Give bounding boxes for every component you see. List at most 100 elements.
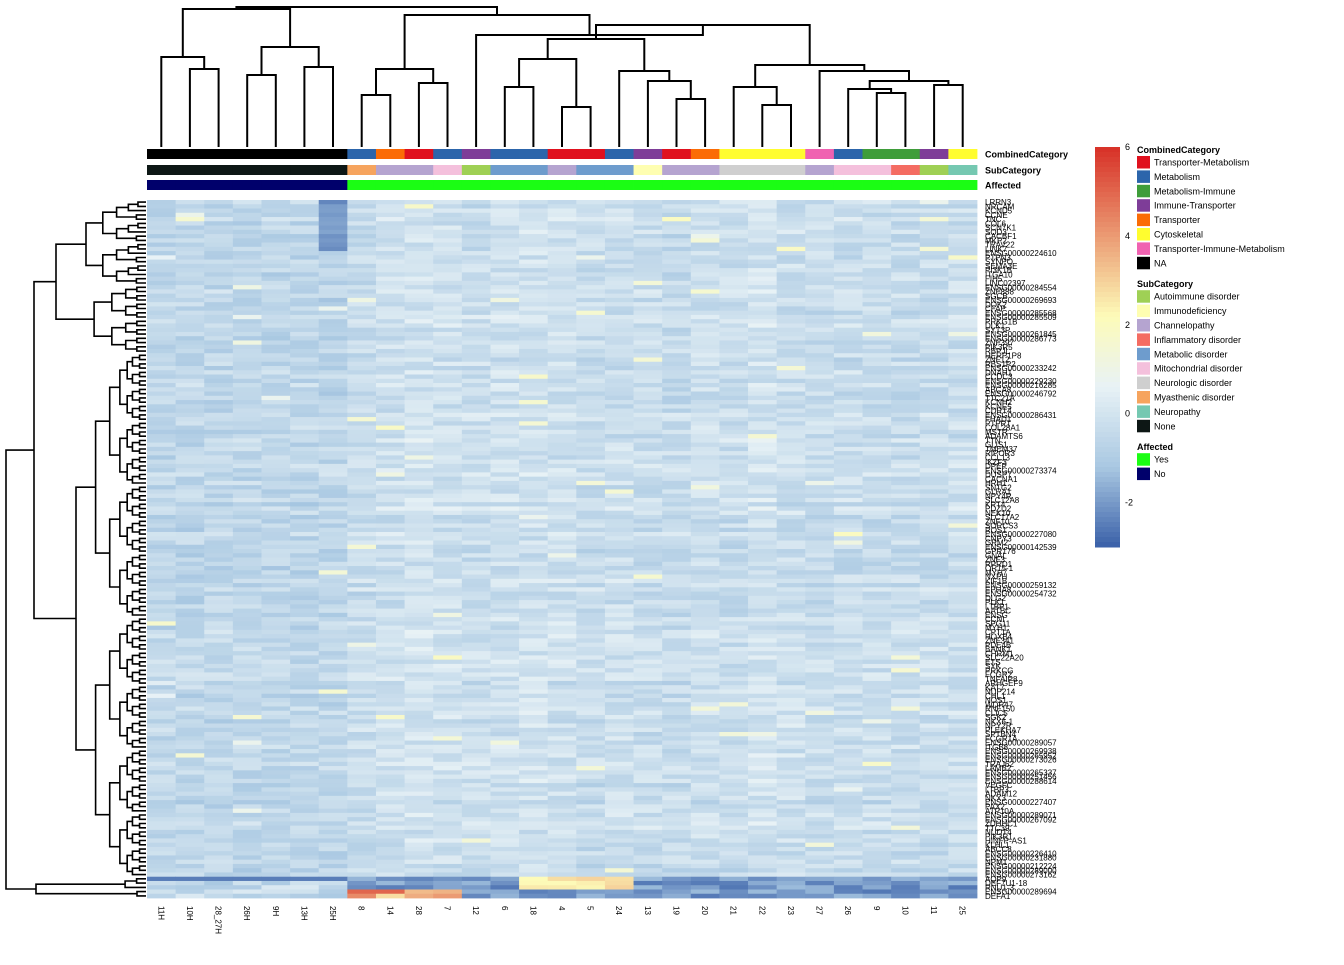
- heat-cell: [948, 859, 978, 865]
- heat-cell: [576, 595, 606, 601]
- heat-cell: [633, 383, 663, 388]
- heat-cell: [433, 561, 463, 567]
- heat-cell: [662, 297, 692, 303]
- heat-cell: [404, 280, 434, 286]
- heat-cell: [919, 774, 949, 780]
- heat-cell: [776, 208, 806, 214]
- heat-cell: [519, 480, 549, 486]
- dendrogram-branch: [136, 346, 146, 352]
- heat-cell: [805, 302, 835, 307]
- heat-cell: [375, 553, 405, 558]
- heat-cell: [290, 540, 320, 546]
- heat-cell: [690, 336, 720, 341]
- heat-cell: [919, 459, 949, 465]
- heat-cell: [232, 804, 262, 810]
- heat-cell: [232, 204, 262, 209]
- heat-cell: [490, 527, 520, 533]
- annotation-cell: [490, 149, 520, 159]
- heat-cell: [175, 761, 205, 767]
- heat-cell: [175, 331, 205, 337]
- heat-cell: [748, 480, 778, 486]
- heat-cell: [805, 663, 835, 669]
- heat-cell: [633, 736, 663, 741]
- heat-cell: [347, 327, 377, 333]
- heat-cell: [490, 634, 520, 639]
- heat-cell: [662, 574, 692, 580]
- heat-cell: [490, 757, 520, 763]
- heat-cell: [519, 676, 549, 682]
- heat-cell: [175, 553, 205, 558]
- heat-cell: [347, 451, 377, 456]
- heat-cell: [576, 331, 606, 337]
- heat-cell: [404, 391, 434, 397]
- heat-cell: [948, 306, 978, 312]
- heat-cell: [690, 400, 720, 405]
- heat-cell: [318, 408, 348, 414]
- heat-cell: [862, 583, 892, 588]
- heat-cell: [662, 834, 692, 839]
- heat-cell: [147, 617, 177, 622]
- heat-cell: [748, 612, 778, 618]
- heat-cell: [490, 451, 520, 456]
- heat-cell: [862, 251, 892, 256]
- heat-cell: [290, 744, 320, 750]
- heat-cell: [891, 400, 921, 405]
- heat-cell: [604, 851, 634, 856]
- heat-cell: [833, 400, 863, 405]
- heat-cell: [261, 421, 291, 426]
- heat-cell: [604, 412, 634, 418]
- annotation-cell: [547, 165, 577, 175]
- heat-cell: [576, 310, 606, 316]
- heat-cell: [948, 736, 978, 741]
- heat-cell: [175, 357, 205, 363]
- dendrogram-branch: [138, 511, 146, 518]
- heat-cell: [290, 429, 320, 435]
- heat-cell: [261, 612, 291, 618]
- heat-cell: [662, 838, 692, 844]
- heat-cell: [662, 638, 692, 644]
- heat-cell: [547, 217, 577, 222]
- heat-cell: [404, 246, 434, 252]
- heat-cell: [375, 370, 405, 375]
- heat-cell: [776, 327, 806, 333]
- heat-cell: [433, 472, 463, 478]
- heat-cell: [662, 493, 692, 499]
- heat-cell: [604, 272, 634, 278]
- heat-cell: [662, 263, 692, 269]
- heat-cell: [175, 812, 205, 818]
- heat-cell: [375, 736, 405, 741]
- heat-cell: [862, 808, 892, 814]
- heat-cell: [948, 685, 978, 690]
- annotation-cell: [719, 149, 749, 159]
- heat-cell: [347, 246, 377, 252]
- heat-cell: [433, 595, 463, 601]
- heat-cell: [290, 549, 320, 554]
- heat-cell: [375, 395, 405, 401]
- heat-cell: [776, 378, 806, 384]
- heat-cell: [690, 455, 720, 461]
- heat-cell: [404, 566, 434, 571]
- heat-cell: [204, 493, 234, 499]
- heat-cell: [662, 727, 692, 733]
- heat-cell: [576, 497, 606, 503]
- heat-cell: [633, 480, 663, 486]
- heat-cell: [232, 838, 262, 844]
- heat-cell: [318, 336, 348, 341]
- dendrogram-branch: [403, 14, 591, 69]
- heat-cell: [147, 638, 177, 644]
- heat-cell: [891, 234, 921, 239]
- heat-cell: [662, 365, 692, 371]
- heat-cell: [576, 446, 606, 452]
- heat-cell: [576, 566, 606, 571]
- heat-cell: [919, 536, 949, 541]
- heat-cell: [204, 425, 234, 431]
- heat-cell: [748, 761, 778, 767]
- heat-cell: [604, 787, 634, 792]
- heat-cell: [862, 868, 892, 873]
- heat-cell: [375, 693, 405, 699]
- heat-cell: [318, 800, 348, 805]
- heat-cell: [662, 702, 692, 707]
- heat-cell: [604, 383, 634, 388]
- heat-cell: [948, 310, 978, 316]
- heat-cell: [833, 583, 863, 588]
